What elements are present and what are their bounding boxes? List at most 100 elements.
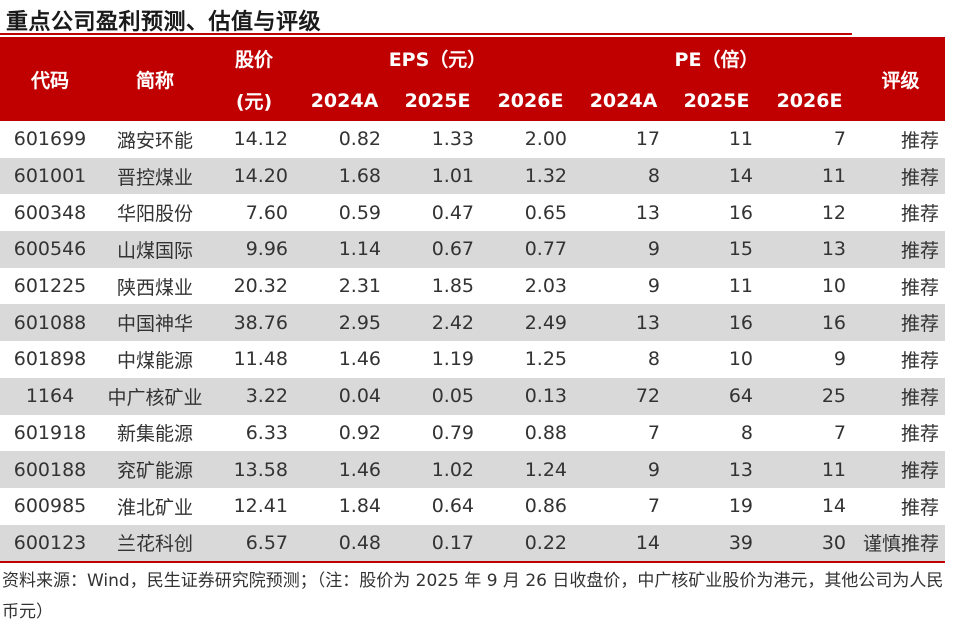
eps-2024a-cell: 0.48: [298, 524, 391, 564]
pe-2026e-cell: 25: [763, 377, 856, 415]
pe-2025e-cell: 64: [670, 377, 763, 415]
eps-2026e-cell: 0.13: [484, 377, 577, 415]
eps-2026e-cell: 0.77: [484, 231, 577, 268]
header-pe-year: 2025E: [670, 80, 763, 121]
forecast-table: 代码 简称 股价 EPS（元） PE（倍） 评级 (元) 2024A 2025E…: [0, 37, 945, 564]
rating-cell: 推荐: [856, 231, 945, 268]
pe-2024a-cell: 9: [577, 451, 670, 488]
pe-2025e-cell: 8: [740, 421, 753, 444]
table-row: 600188 兖矿能源 13.58 1.46 1.02 1.24 9 13 11 推荐: [0, 451, 945, 488]
pe-2025e-cell: 16: [670, 304, 763, 342]
stock-code-cell: 601699: [13, 128, 87, 151]
stock-name-cell: 中广核矿业: [100, 377, 210, 415]
eps-2025e-cell: 0.05: [391, 377, 484, 415]
pe-2024a-cell: 17: [635, 128, 660, 151]
header-eps: EPS（元）: [298, 37, 577, 80]
header-price: 股价: [210, 37, 298, 80]
stock-code-cell: 600188: [0, 451, 100, 488]
eps-2025e-cell: 0.17: [391, 524, 484, 564]
rating-cell: 推荐: [900, 349, 939, 372]
price-cell: 12.41: [233, 495, 288, 518]
pe-2025e-cell: 19: [728, 495, 753, 518]
pe-2025e-cell: 16: [728, 201, 753, 224]
header-eps-year: 2025E: [391, 80, 484, 121]
header-price-unit: (元): [210, 80, 298, 121]
eps-2024a-cell: 1.46: [338, 348, 381, 371]
pe-2026e-cell: 9: [833, 348, 846, 371]
eps-2026e-cell: 1.24: [484, 451, 577, 488]
header-eps-year: 2026E: [484, 80, 577, 121]
stock-name-cell: 新集能源: [116, 423, 193, 446]
eps-2025e-cell: 0.47: [431, 201, 474, 224]
rating-cell: 推荐: [900, 496, 939, 519]
eps-2026e-cell: 0.22: [484, 524, 577, 564]
pe-2024a-cell: 13: [577, 304, 670, 342]
rating-cell: 推荐: [856, 157, 945, 195]
table-body: 601699 潞安环能 14.12 0.82 1.33 2.00 17 11 7 推荐 601001…: [0, 121, 945, 564]
eps-2024a-cell: 2.95: [298, 304, 391, 342]
pe-2025e-cell: 14: [670, 157, 763, 195]
table-row: 601225 陕西煤业 20.32 2.31 1.85 2.03 9 11 10 推荐: [0, 268, 945, 305]
eps-2024a-cell: 0.59: [338, 201, 381, 224]
pe-2024a-cell: 9: [647, 275, 660, 298]
eps-2024a-cell: 1.84: [338, 495, 381, 518]
pe-2024a-cell: 8: [577, 157, 670, 195]
table-row: 1164 中广核矿业 3.22 0.04 0.05 0.13 72 64 25 推荐: [0, 377, 945, 415]
header-rating: 评级: [856, 37, 945, 121]
price-cell: 6.33: [245, 421, 288, 444]
eps-2024a-cell: 2.31: [338, 275, 381, 298]
eps-2024a-cell: 0.04: [298, 377, 391, 415]
stock-code-cell: 601918: [13, 421, 87, 444]
table-row: 601001 晋控煤业 14.20 1.68 1.01 1.32 8 14 11 推荐: [0, 157, 945, 195]
eps-2025e-cell: 0.67: [391, 231, 484, 268]
eps-2025e-cell: 0.79: [431, 421, 474, 444]
stock-code-cell: 1164: [0, 377, 100, 415]
header-name: 简称: [100, 37, 210, 121]
header-pe: PE（倍）: [577, 37, 856, 80]
eps-2026e-cell: 1.32: [484, 157, 577, 195]
pe-2026e-cell: 30: [763, 524, 856, 564]
price-cell: 20.32: [233, 275, 288, 298]
eps-2024a-cell: 1.14: [298, 231, 391, 268]
table-row: 600348 华阳股份 7.60 0.59 0.47 0.65 13 16 12 推荐: [0, 194, 945, 231]
pe-2026e-cell: 11: [763, 451, 856, 488]
eps-2026e-cell: 2.00: [524, 128, 567, 151]
title-underline: [0, 33, 852, 35]
price-cell: 11.48: [233, 348, 288, 371]
table-title: 重点公司盈利预测、估值与评级: [6, 10, 322, 35]
eps-2026e-cell: 1.25: [524, 348, 567, 371]
header-eps-year: 2024A: [298, 80, 391, 121]
source-note: 资料来源：Wind，民生证券研究院预测；（注：股价为 2025 年 9 月 26…: [2, 571, 944, 622]
eps-2026e-cell: 2.49: [484, 304, 577, 342]
pe-2025e-cell: 10: [728, 348, 753, 371]
rating-cell: 推荐: [900, 203, 939, 226]
stock-name-cell: 潞安环能: [116, 129, 193, 152]
pe-2024a-cell: 7: [647, 421, 660, 444]
price-cell: 14.12: [233, 128, 288, 151]
pe-2026e-cell: 7: [833, 128, 846, 151]
eps-2026e-cell: 0.86: [524, 495, 567, 518]
header-pe-year: 2024A: [577, 80, 670, 121]
price-cell: 6.57: [210, 524, 298, 564]
eps-2025e-cell: 1.01: [391, 157, 484, 195]
stock-code-cell: 600985: [13, 495, 87, 518]
table-row: 601088 中国神华 38.76 2.95 2.42 2.49 13 16 16 推荐: [0, 304, 945, 342]
stock-name-cell: 兖矿能源: [100, 451, 210, 488]
table-row: 601918 新集能源 6.33 0.92 0.79 0.88 7 8 7 推荐: [0, 415, 945, 452]
eps-2025e-cell: 1.33: [431, 128, 474, 151]
rating-cell: 推荐: [856, 377, 945, 415]
rating-cell: 推荐: [856, 304, 945, 342]
header-pe-year: 2026E: [763, 80, 856, 121]
price-cell: 7.60: [245, 201, 288, 224]
stock-code-cell: 600546: [0, 231, 100, 268]
pe-2024a-cell: 72: [577, 377, 670, 415]
stock-code-cell: 601001: [0, 157, 100, 195]
price-cell: 13.58: [210, 451, 298, 488]
stock-name-cell: 中煤能源: [116, 349, 193, 372]
rating-cell: 推荐: [900, 423, 939, 446]
pe-2024a-cell: 14: [577, 524, 670, 564]
eps-2024a-cell: 0.82: [338, 128, 381, 151]
eps-2025e-cell: 0.64: [431, 495, 474, 518]
pe-2026e-cell: 14: [821, 495, 846, 518]
pe-2025e-cell: 13: [670, 451, 763, 488]
